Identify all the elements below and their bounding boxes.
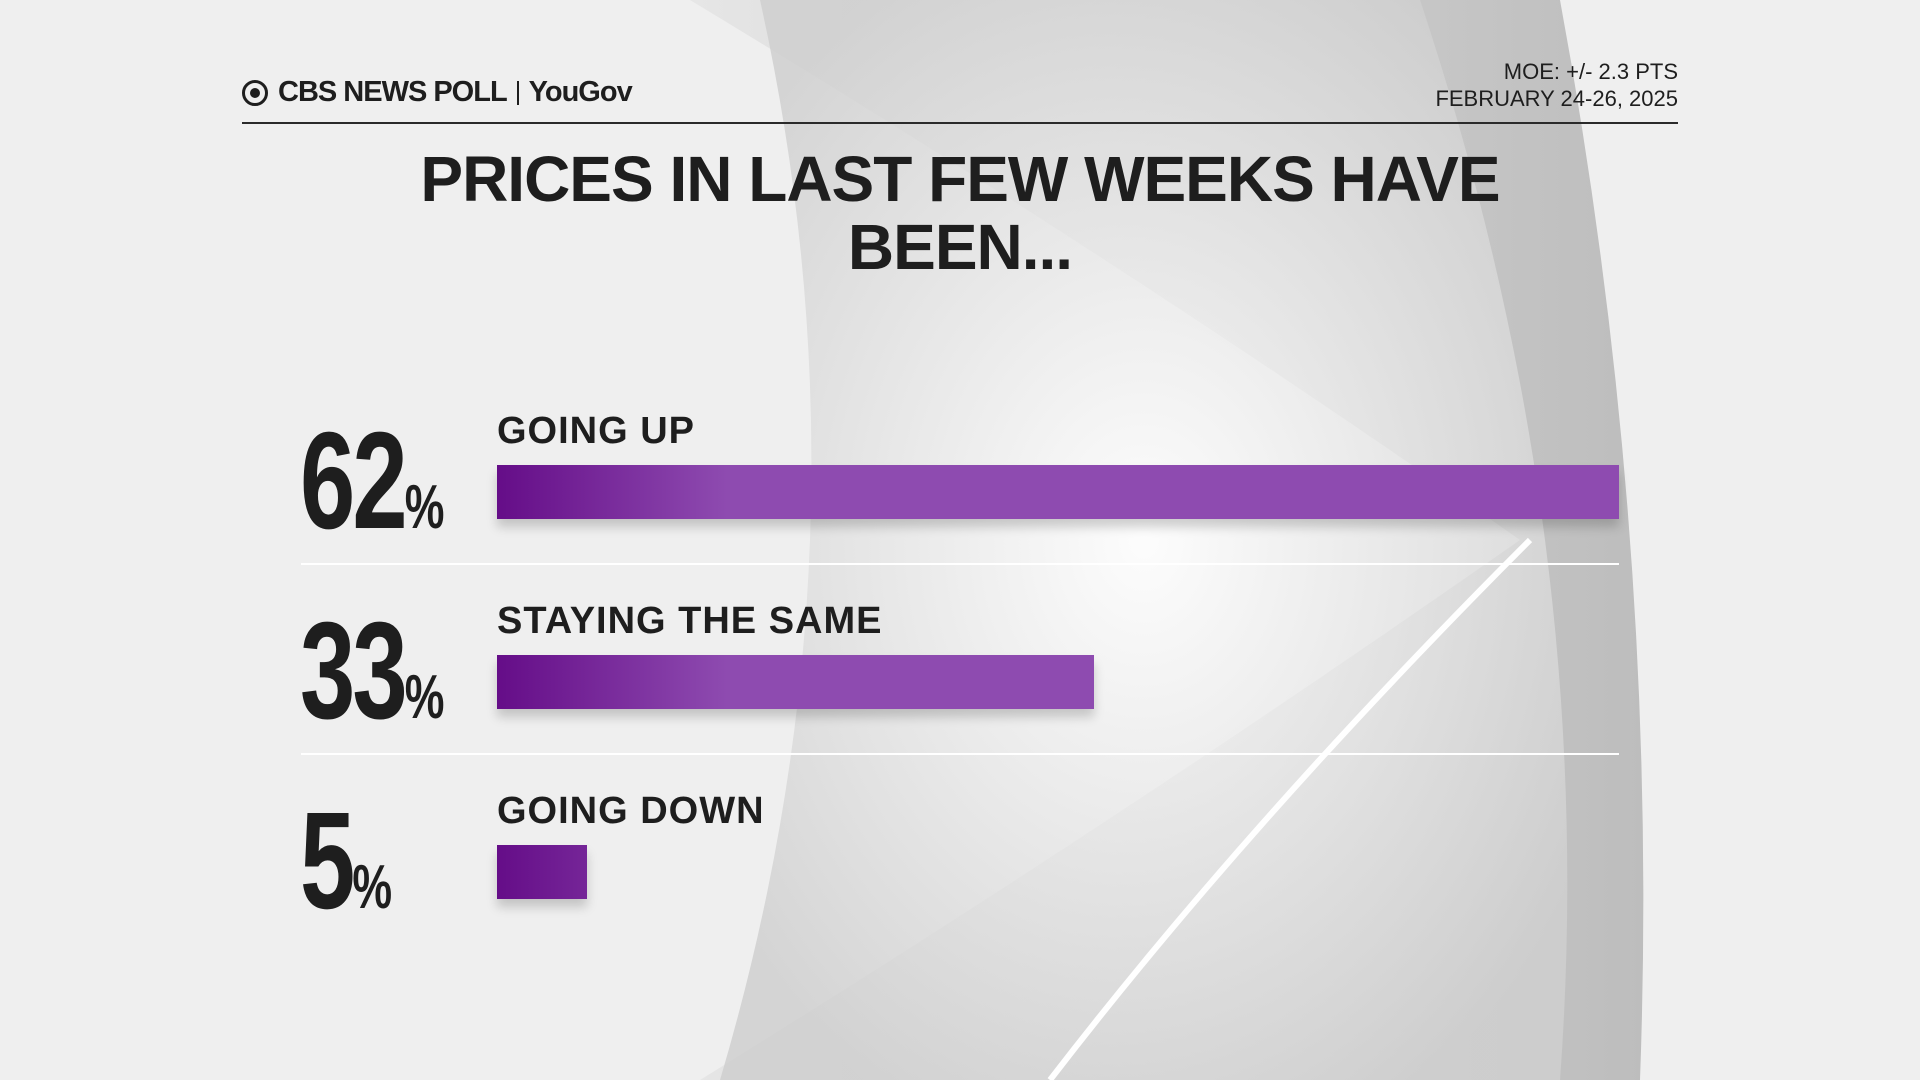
- bar: [497, 845, 588, 899]
- header-meta: MOE: +/- 2.3 PTS FEBRUARY 24-26, 2025: [1435, 58, 1678, 112]
- value-label: 5%: [300, 784, 393, 938]
- moe: MOE: +/- 2.3 PTS: [1503, 59, 1678, 84]
- category-label: GOING DOWN: [497, 790, 765, 832]
- value-label: 33%: [300, 594, 445, 748]
- date: FEBRUARY 24-26, 2025: [1435, 86, 1678, 111]
- header-rule: [242, 122, 1678, 124]
- bar: [497, 465, 1619, 519]
- source: CBS NEWS POLL: [278, 76, 508, 108]
- chart-title: PRICES IN LAST FEW WEEKS HAVE BEEN...: [420, 143, 1500, 283]
- separator: [516, 80, 519, 105]
- category-label: STAYING THE SAME: [497, 600, 883, 642]
- logo: [242, 79, 268, 106]
- category-label: GOING UP: [497, 410, 696, 452]
- value-label: 62%: [300, 404, 445, 558]
- row-divider: [301, 563, 1619, 565]
- bar: [497, 655, 1095, 709]
- header-source: CBS NEWS POLL YouGov: [242, 76, 633, 109]
- partner: YouGov: [528, 76, 633, 108]
- row-divider: [301, 753, 1619, 755]
